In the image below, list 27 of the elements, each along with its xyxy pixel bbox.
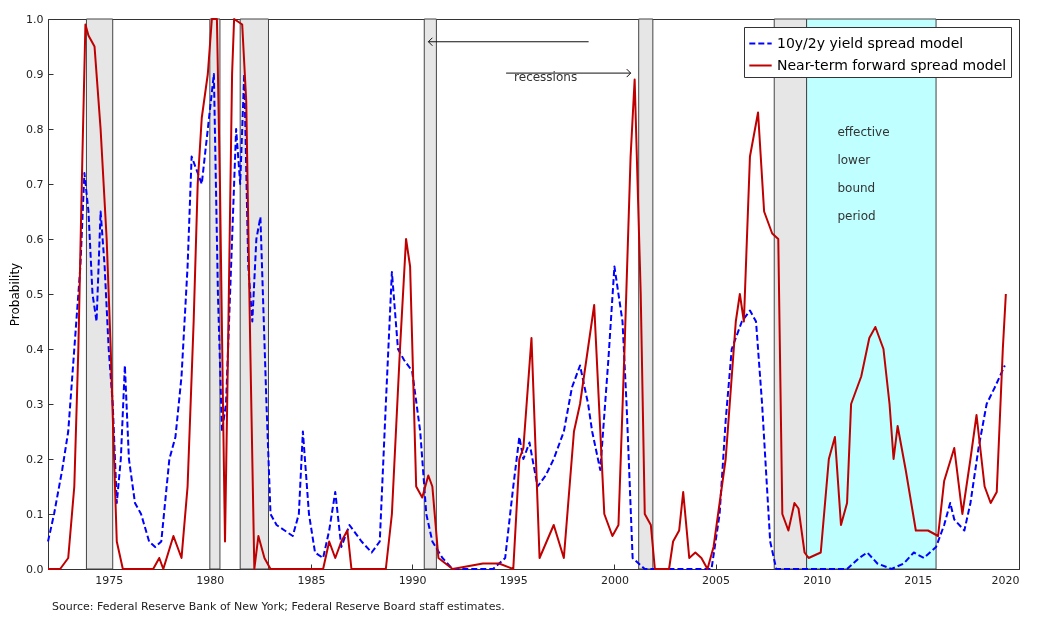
y-tick-label: 0.3	[26, 397, 44, 411]
x-tick-label: 2010	[803, 573, 832, 587]
annotation: effective lower bound period	[837, 124, 890, 223]
x-tick-label: 2020	[991, 573, 1020, 587]
x-tick-label: 1995	[499, 573, 528, 587]
annotation: recessions	[514, 69, 578, 84]
y-tick-label: 0.6	[26, 232, 44, 246]
y-tick-label: 0.4	[26, 342, 44, 356]
legend-label: 10y/2y yield spread model	[777, 34, 964, 51]
x-tick-label: 2015	[904, 573, 933, 587]
source-note: Source: Federal Reserve Bank of New York; Federal Reserve Board staff estimates.	[52, 600, 505, 613]
x-tick-label: 2005	[702, 573, 731, 587]
y-tick-label: 0.2	[26, 452, 44, 466]
x-tick-label: 1990	[398, 573, 427, 587]
y-tick-label: 0.7	[26, 177, 44, 191]
y-tick-label: 0.5	[26, 287, 44, 301]
x-tick-label: 1975	[95, 573, 124, 587]
y-tick-label: 0.9	[26, 67, 44, 81]
y-tick-label: 0.8	[26, 122, 44, 136]
y-tick-label: 0.0	[26, 562, 44, 576]
y-tick-label: 0.1	[26, 507, 44, 521]
x-tick-label: 2000	[600, 573, 629, 587]
legend-label: Near-term forward spread model	[777, 56, 1007, 73]
x-tick-label: 1985	[297, 573, 326, 587]
y-tick-label: 1.0	[26, 12, 44, 26]
x-tick-label: 1980	[196, 573, 225, 587]
y-axis-title: Probability	[8, 262, 23, 327]
